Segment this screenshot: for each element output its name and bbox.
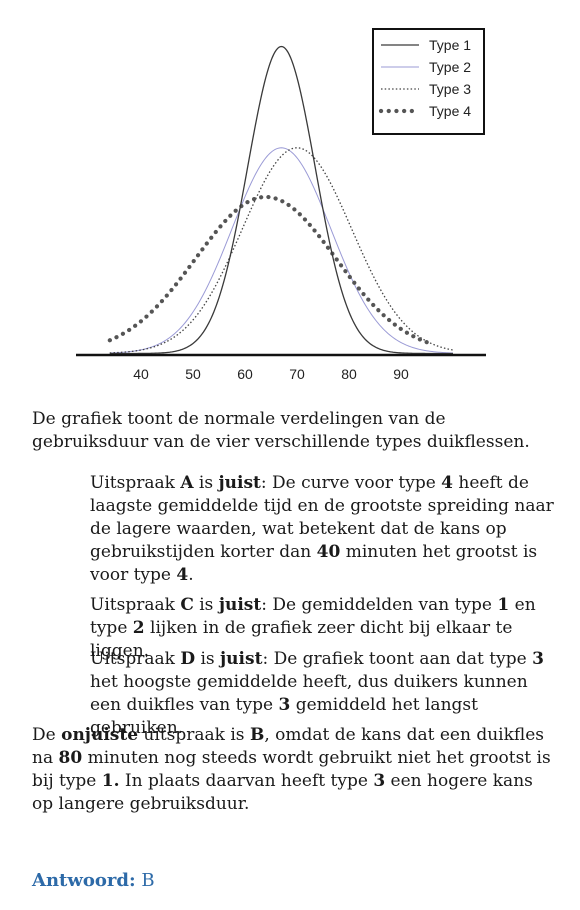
curves-layer bbox=[107, 45, 454, 355]
legend-label: Type 3 bbox=[429, 81, 471, 97]
x-tick-label: 80 bbox=[341, 366, 357, 382]
x-tick-label: 60 bbox=[237, 366, 253, 382]
legend-box bbox=[372, 28, 485, 135]
legend-label: Type 4 bbox=[429, 103, 471, 119]
x-tick-label: 40 bbox=[133, 366, 149, 382]
x-tick-label: 90 bbox=[393, 366, 409, 382]
x-tick-label: 50 bbox=[185, 366, 201, 382]
x-tick-label: 70 bbox=[289, 366, 305, 382]
curve-type-1 bbox=[109, 45, 453, 355]
answer-label: Antwoord: bbox=[32, 870, 136, 891]
answer-value: B bbox=[141, 870, 155, 891]
conclusion-text: De onjuiste uitspraak is B, omdat de kan… bbox=[32, 725, 551, 814]
intro-text: De grafiek toont de normale verdelingen … bbox=[32, 409, 530, 452]
legend: Type 1 Type 2 Type 3 Type 4 bbox=[372, 28, 485, 135]
distribution-chart: 40 50 60 70 80 90 Type 1 Type 2 Type 3 Type 4 bbox=[76, 28, 486, 382]
statement-a: Uitspraak A is juist: De curve voor type… bbox=[90, 473, 554, 585]
x-tick-labels: 40 50 60 70 80 90 bbox=[133, 366, 409, 382]
curve-type-4 bbox=[107, 194, 435, 347]
curve-type-3 bbox=[109, 147, 454, 354]
answer-line: Antwoord: B bbox=[32, 870, 155, 891]
curve-type-2 bbox=[109, 147, 454, 354]
legend-label: Type 1 bbox=[429, 37, 471, 53]
statement-d: Uitspraak D is juist: De grafiek toont a… bbox=[90, 649, 544, 738]
statement-c: Uitspraak C is juist: De gemiddelden van… bbox=[90, 595, 536, 661]
legend-label: Type 2 bbox=[429, 59, 471, 75]
